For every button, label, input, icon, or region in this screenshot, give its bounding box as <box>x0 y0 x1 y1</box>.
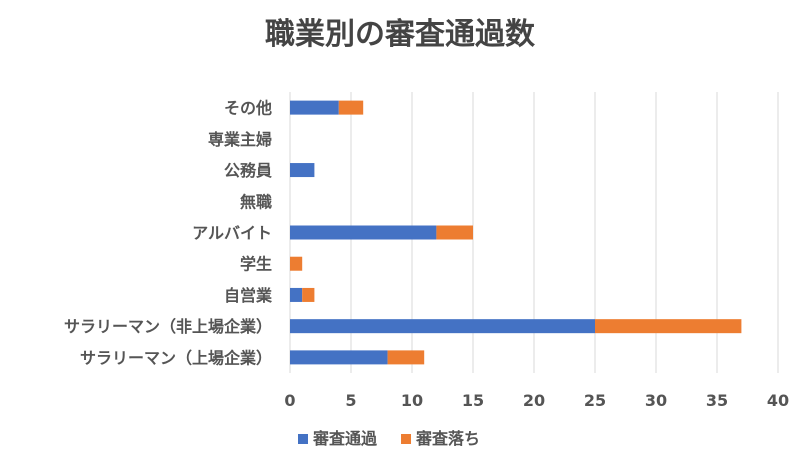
bar-segment <box>302 287 315 302</box>
legend-swatch <box>298 434 308 444</box>
x-tick-label: 40 <box>767 391 789 410</box>
bar-segment <box>290 100 339 115</box>
bar-segment <box>290 256 303 271</box>
x-tick-label: 0 <box>284 391 295 410</box>
x-tick-label: 20 <box>523 391 545 410</box>
bar-segment <box>338 100 364 115</box>
category-label: サラリーマン（上場企業） <box>80 348 272 367</box>
x-tick-labels: 0 5 10 15 20 25 30 35 40 <box>284 391 789 410</box>
category-label: 公務員 <box>224 161 272 180</box>
bar-segment <box>436 225 473 240</box>
legend-label: 審査通過 <box>312 429 378 448</box>
x-tick-label: 25 <box>584 391 606 410</box>
category-label: 無職 <box>240 192 272 211</box>
chart-title: 職業別の審査通過数 <box>265 17 536 52</box>
bar-segment <box>290 163 315 178</box>
category-label: サラリーマン（非上場企業） <box>64 317 272 336</box>
bar-segment <box>387 350 425 365</box>
x-tick-label: 15 <box>462 391 484 410</box>
category-label: 専業主婦 <box>208 130 272 149</box>
x-tick-label: 35 <box>706 391 728 410</box>
gridlines <box>289 92 779 373</box>
x-tick-label: 5 <box>345 391 356 410</box>
category-label: 自営業 <box>224 286 273 305</box>
bars <box>290 100 742 365</box>
legend: 審査通過 審査落ち <box>298 429 480 448</box>
bar-segment <box>290 319 595 334</box>
legend-swatch <box>401 434 412 444</box>
category-label: 学生 <box>240 255 272 274</box>
category-label: その他 <box>224 99 272 118</box>
legend-label: 審査落ち <box>415 429 480 448</box>
bar-segment <box>290 287 303 302</box>
x-tick-label: 30 <box>645 391 667 410</box>
category-label: アルバイト <box>192 224 272 243</box>
x-tick-label: 10 <box>401 391 423 410</box>
bar-segment <box>290 225 437 240</box>
bar-segment <box>595 319 742 334</box>
bar-segment <box>290 350 388 365</box>
